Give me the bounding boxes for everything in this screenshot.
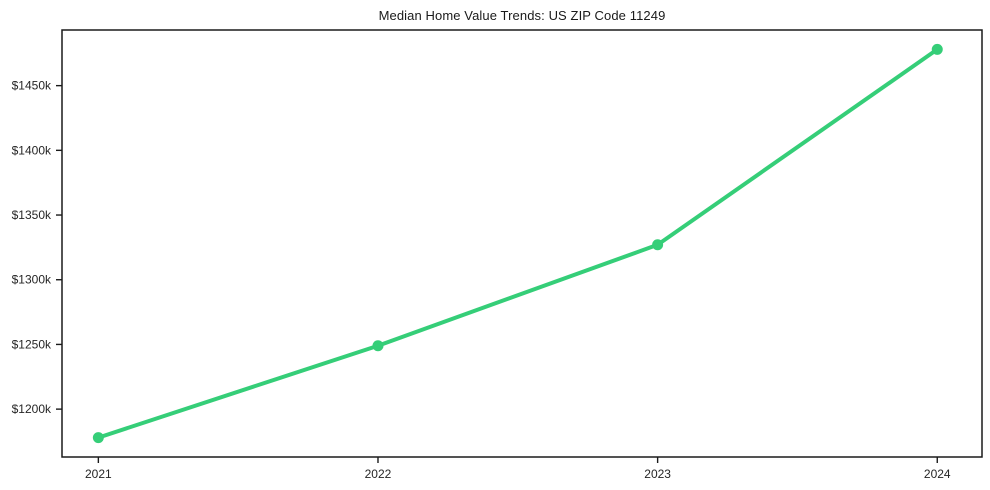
- chart-title: Median Home Value Trends: US ZIP Code 11…: [378, 8, 666, 23]
- x-axis-tick-label: 2022: [365, 467, 392, 481]
- line-series: [96, 47, 940, 440]
- plot-border: [61, 29, 983, 458]
- y-axis-tick-label: $1200k: [12, 402, 52, 416]
- data-point-marker: [372, 340, 384, 352]
- y-axis-tick-label: $1450k: [12, 79, 52, 93]
- data-point-marker: [92, 432, 104, 444]
- data-point-marker: [652, 239, 664, 251]
- x-axis-tick-label: 2024: [924, 467, 951, 481]
- y-axis-tick-label: $1300k: [12, 273, 52, 287]
- y-axis-tick-label: $1250k: [12, 337, 52, 351]
- x-axis-tick-label: 2021: [85, 467, 112, 481]
- y-axis-tick-label: $1350k: [12, 208, 52, 222]
- data-point-marker: [931, 43, 943, 55]
- y-axis-tick-label: $1400k: [12, 143, 52, 157]
- x-axis-tick-label: 2023: [644, 467, 671, 481]
